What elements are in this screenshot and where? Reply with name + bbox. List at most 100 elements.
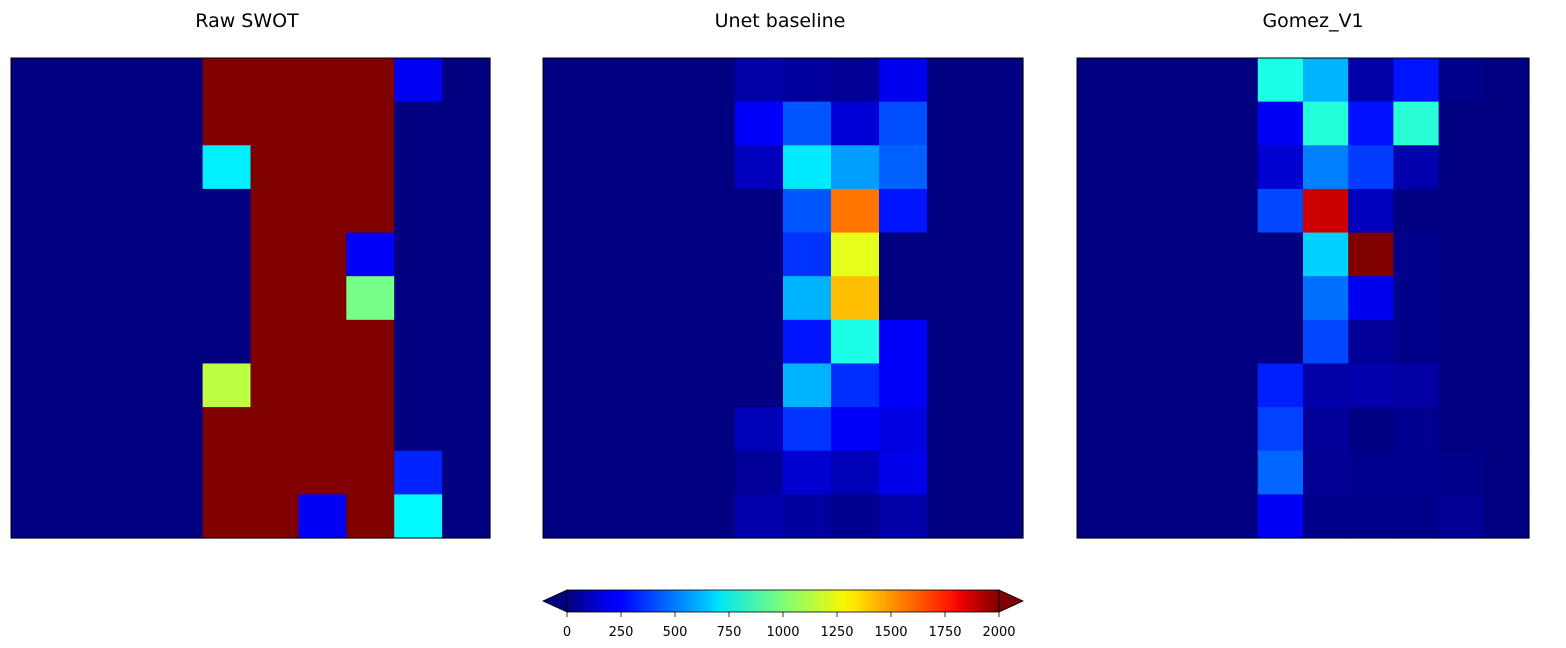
- heatmap-cell: [591, 101, 640, 146]
- heatmap-cell: [591, 407, 640, 452]
- heatmap-cell: [591, 232, 640, 277]
- heatmap-cell: [1122, 145, 1168, 190]
- heatmap-cell: [1257, 276, 1304, 321]
- heatmap-cell: [1483, 232, 1530, 277]
- colorbar-tick-label: 1250: [820, 625, 853, 640]
- heatmap-cell: [1257, 145, 1304, 190]
- heatmap-cell: [442, 363, 491, 408]
- heatmap-cell: [202, 494, 252, 539]
- heatmap-cell: [250, 450, 299, 495]
- heatmap-cell: [1257, 188, 1304, 234]
- heatmap-cell: [1438, 276, 1485, 321]
- heatmap-cell: [1438, 232, 1485, 277]
- heatmap-cell: [1122, 276, 1168, 321]
- heatmap-cell: [1077, 407, 1123, 452]
- heatmap-cell: [1167, 450, 1214, 495]
- heatmap-cell: [1257, 58, 1304, 103]
- heatmap-cell: [298, 58, 347, 103]
- heatmap-cell: [11, 145, 60, 190]
- heatmap-cell: [106, 232, 156, 277]
- heatmap-cell: [687, 58, 736, 103]
- heatmap-cell: [543, 145, 592, 190]
- heatmap-cell: [879, 407, 928, 452]
- heatmap-cell: [154, 232, 204, 277]
- heatmap-cell: [442, 276, 491, 321]
- heatmap-cell: [1303, 101, 1349, 146]
- heatmap-cell: [298, 450, 347, 495]
- heatmap-cell: [975, 188, 1024, 234]
- heatmap-cell: [927, 407, 976, 452]
- heatmap-cell: [58, 450, 108, 495]
- heatmap-cell: [298, 145, 347, 190]
- heatmap-cell: [1257, 101, 1304, 146]
- heatmap-cell: [927, 319, 976, 365]
- heatmap-cell: [394, 232, 443, 277]
- heatmap-cell: [250, 494, 299, 539]
- heatmap-cell: [831, 101, 880, 146]
- heatmap-cells: [11, 58, 491, 539]
- colorbar-extend-low: [542, 589, 568, 613]
- heatmap-cell: [543, 188, 592, 234]
- heatmap-cell: [831, 58, 880, 103]
- heatmap-cell: [1212, 363, 1259, 408]
- heatmap-cell: [1257, 363, 1304, 408]
- heatmap-cell: [1077, 363, 1123, 408]
- heatmap-cell: [58, 145, 108, 190]
- heatmap-cell: [1393, 58, 1440, 103]
- heatmap-cell: [975, 58, 1024, 103]
- heatmap-cell: [1257, 407, 1304, 452]
- heatmap-cell: [1483, 407, 1530, 452]
- heatmap-cell: [687, 450, 736, 495]
- heatmap-cell: [639, 188, 688, 234]
- heatmap-cell: [783, 319, 832, 365]
- heatmap-cell: [11, 232, 60, 277]
- heatmap-cell: [1167, 58, 1214, 103]
- heatmap-cell: [250, 319, 299, 365]
- heatmap-cell: [1483, 450, 1530, 495]
- heatmap-cell: [298, 101, 347, 146]
- heatmap-cell: [1077, 319, 1123, 365]
- heatmap-cell: [106, 407, 156, 452]
- heatmap-cell: [394, 101, 443, 146]
- heatmap-cell: [639, 363, 688, 408]
- heatmap-cell: [346, 407, 395, 452]
- panel-title: Unet baseline: [715, 10, 846, 32]
- heatmap-cell: [735, 319, 784, 365]
- heatmap-cell: [1212, 319, 1259, 365]
- heatmap-cell: [1122, 319, 1168, 365]
- heatmap-cell: [58, 188, 108, 234]
- heatmap-cell: [1393, 363, 1440, 408]
- heatmap-cells: [543, 58, 1024, 539]
- heatmap-cell: [639, 145, 688, 190]
- heatmap-cell: [1167, 319, 1214, 365]
- heatmap-cell: [543, 319, 592, 365]
- heatmap-cell: [687, 232, 736, 277]
- heatmap-cell: [1122, 450, 1168, 495]
- heatmap-cell: [591, 276, 640, 321]
- heatmap-cell: [346, 363, 395, 408]
- heatmap-cell: [1122, 232, 1168, 277]
- heatmap-cell: [1303, 58, 1349, 103]
- heatmap-cell: [783, 407, 832, 452]
- heatmap-cell: [1348, 188, 1394, 234]
- heatmap-cell: [1167, 363, 1214, 408]
- heatmap-cell: [543, 363, 592, 408]
- panel-frame: [1076, 57, 1530, 539]
- heatmap-cell: [735, 276, 784, 321]
- colorbar-tick-label: 750: [717, 625, 742, 640]
- heatmap-cell: [1077, 101, 1123, 146]
- heatmap-cell: [543, 101, 592, 146]
- heatmap-cell: [11, 188, 60, 234]
- heatmap-cell: [879, 494, 928, 539]
- heatmap-cell: [394, 450, 443, 495]
- heatmap-cell: [1303, 494, 1349, 539]
- heatmap-cell: [154, 58, 204, 103]
- heatmap-cell: [202, 58, 252, 103]
- heatmap-cell: [346, 101, 395, 146]
- heatmap-cell: [346, 494, 395, 539]
- colorbar-tick-label: 1000: [766, 625, 799, 640]
- heatmap-cell: [1348, 363, 1394, 408]
- heatmap-cell: [346, 232, 395, 277]
- heatmap-cell: [1393, 407, 1440, 452]
- heatmap-cell: [639, 319, 688, 365]
